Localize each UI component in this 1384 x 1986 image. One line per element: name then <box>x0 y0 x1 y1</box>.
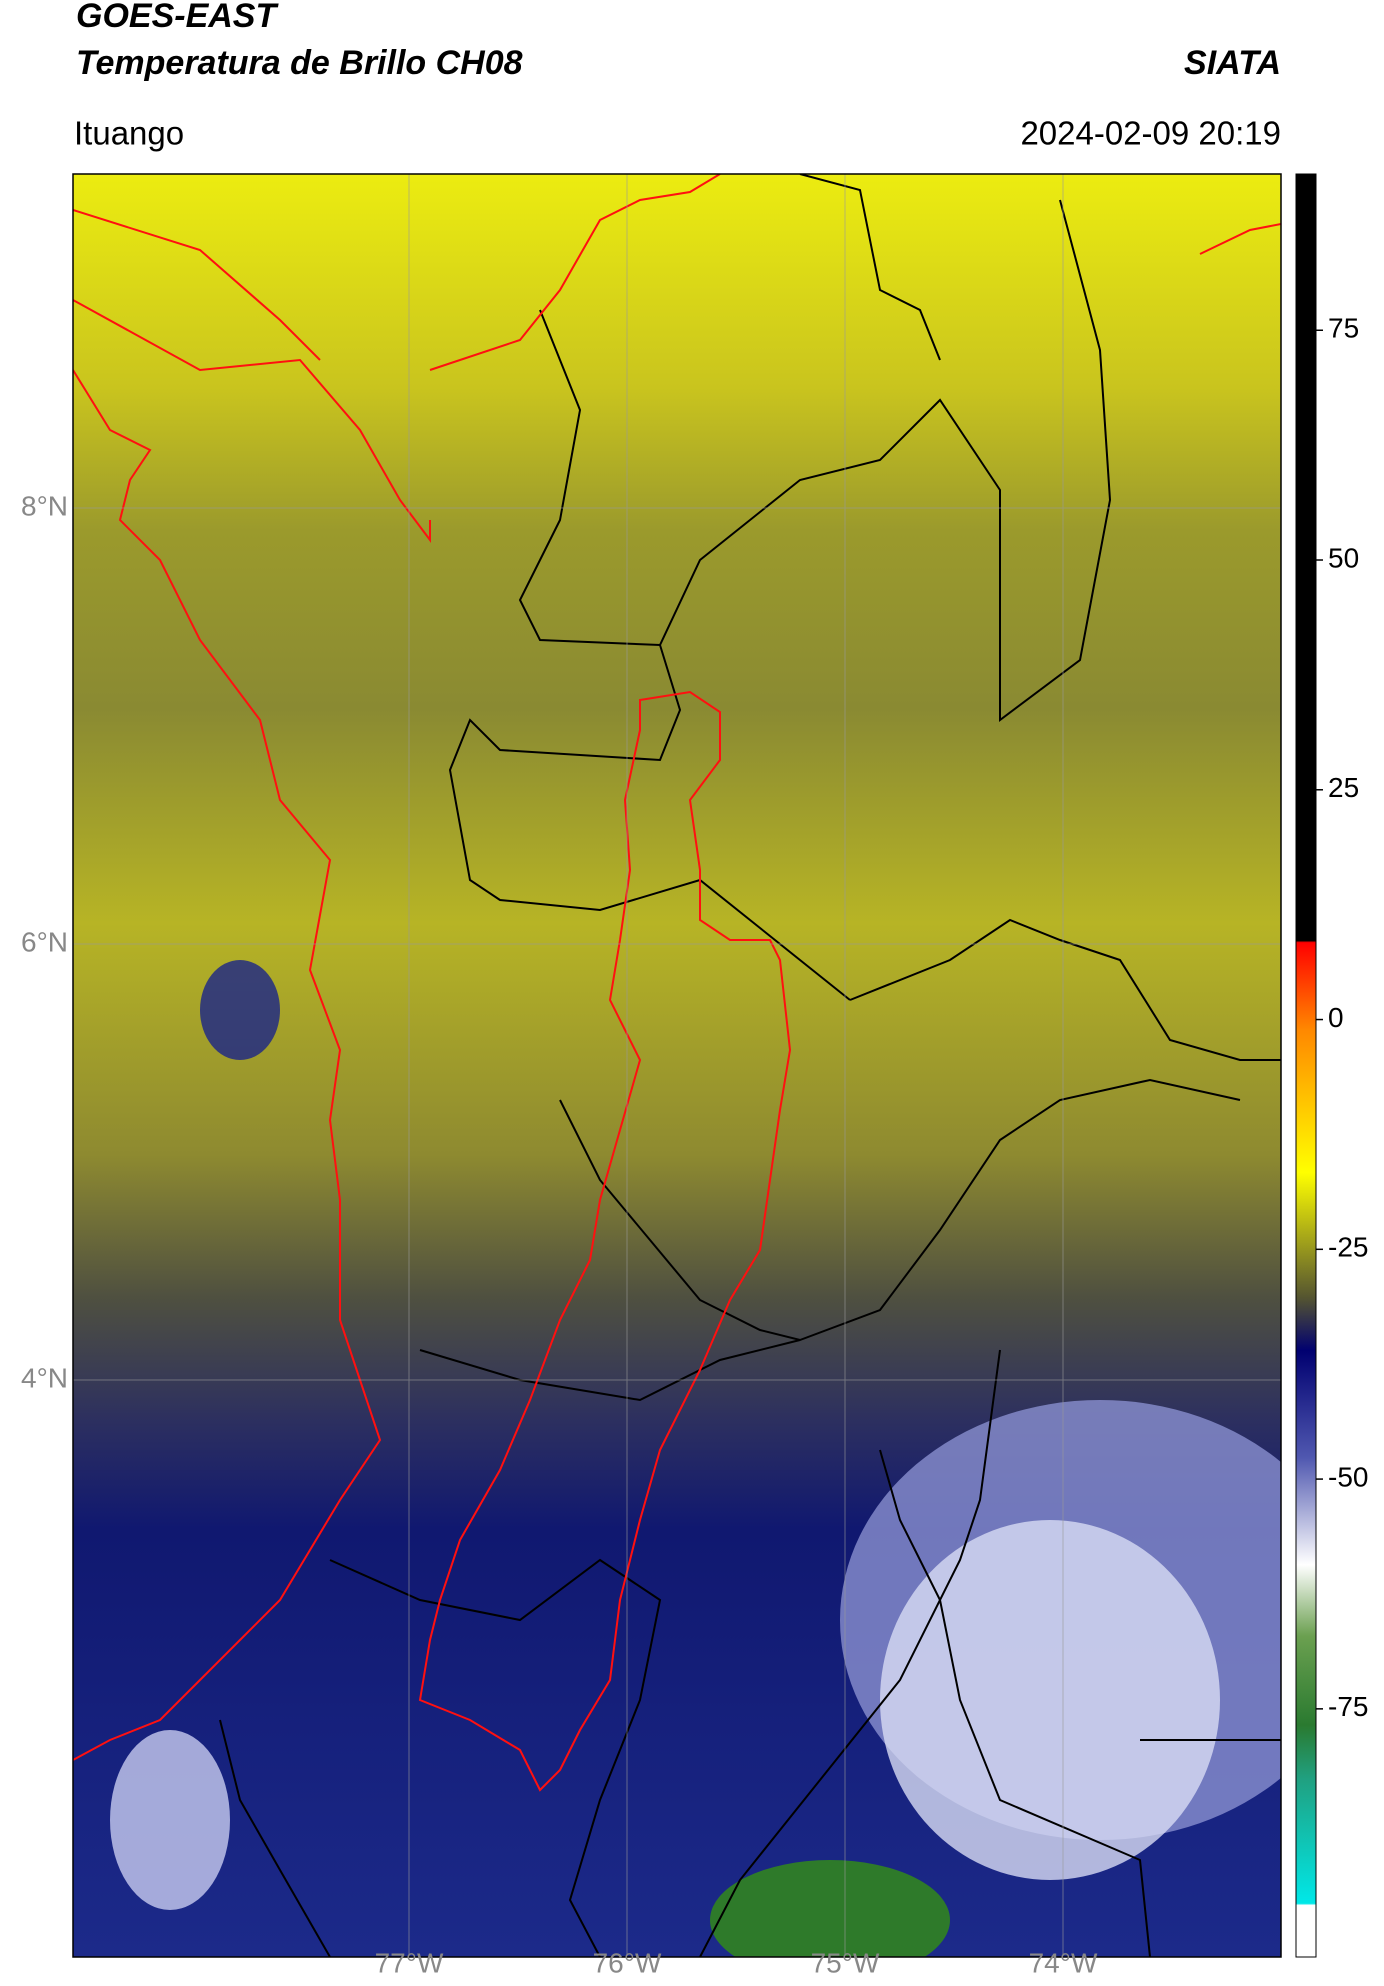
colorbar-tick-label: 75 <box>1328 313 1359 344</box>
colorbar <box>1295 173 1317 1958</box>
colorbar-tick-label: 0 <box>1328 1002 1344 1033</box>
map-image <box>73 174 1281 1957</box>
title: GOES-EAST <box>76 0 279 35</box>
colorbar-tick-label: -25 <box>1328 1232 1368 1263</box>
colorbar-tick-label: -50 <box>1328 1461 1368 1492</box>
map-frame <box>72 173 1282 1958</box>
lat-label: 8°N <box>21 490 68 521</box>
lon-label: 77°W <box>375 1947 444 1978</box>
lat-label: 4°N <box>21 1362 68 1393</box>
graticule <box>73 174 1281 1957</box>
datetime: 2024-02-09 20:19 <box>1020 115 1281 152</box>
source: SIATA <box>1184 44 1281 82</box>
region: Ituango <box>74 115 184 152</box>
colorbar-tick-label: 25 <box>1328 772 1359 803</box>
lat-label: 6°N <box>21 926 68 957</box>
lon-label: 76°W <box>593 1947 662 1978</box>
colorbar-tick-label: -75 <box>1328 1691 1368 1722</box>
lon-label: 75°W <box>811 1947 880 1978</box>
colorbar-tick-label: 50 <box>1328 542 1359 573</box>
subtitle: Temperatura de Brillo CH08 <box>76 44 523 82</box>
lon-label: 74°W <box>1029 1947 1098 1978</box>
